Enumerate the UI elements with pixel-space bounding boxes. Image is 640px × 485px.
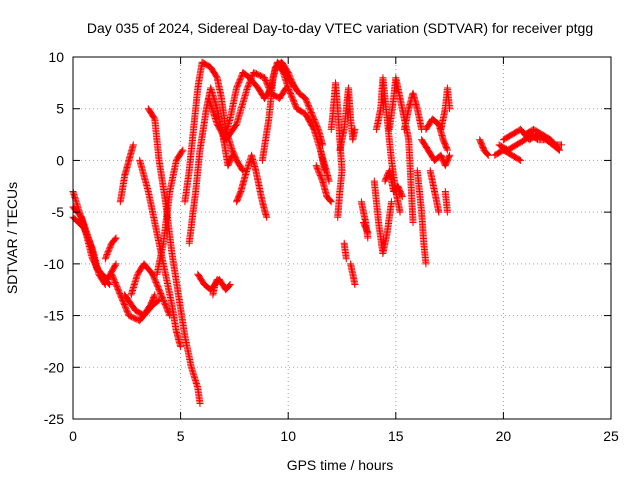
data-point-markers [340, 239, 350, 263]
data-point-markers [437, 84, 454, 133]
data-track [385, 74, 417, 226]
data-point-markers [136, 156, 185, 351]
x-tick-label: 5 [177, 428, 185, 444]
data-point-markers [400, 89, 426, 133]
x-tick-label: 0 [69, 428, 77, 444]
y-tick-label: -25 [44, 411, 64, 427]
data-track [437, 84, 454, 133]
x-axis-label: GPS time / hours [287, 457, 394, 473]
data-track [136, 156, 185, 351]
y-tick-label: 5 [56, 101, 64, 117]
data-point-markers [258, 58, 329, 175]
data-point-markers [385, 74, 417, 226]
data-track [209, 275, 221, 299]
data-point-markers [317, 146, 333, 185]
data-point-markers [336, 84, 359, 154]
y-tick-label: 0 [56, 152, 64, 168]
data-point-markers [209, 275, 221, 299]
data-point-markers [491, 146, 525, 164]
data-track [476, 136, 492, 159]
data-point-markers [357, 198, 372, 242]
data-track [233, 151, 271, 221]
data-point-markers [233, 151, 271, 221]
data-track [381, 167, 406, 201]
data-point-markers [127, 260, 174, 320]
data-track [347, 260, 359, 288]
data-point-markers [381, 167, 406, 201]
data-track [153, 146, 187, 278]
data-point-markers [181, 58, 247, 206]
chart-title: Day 035 of 2024, Sidereal Day-to-day VTE… [87, 20, 593, 36]
data-track [372, 74, 404, 216]
data-point-markers [121, 291, 163, 320]
y-tick-label: -5 [52, 204, 65, 220]
data-point-markers [476, 136, 492, 159]
data-track [426, 167, 443, 216]
data-track [276, 63, 327, 149]
data-track [181, 58, 247, 206]
data-point-markers [441, 188, 451, 216]
data-point-markers [276, 63, 327, 149]
data-track [121, 291, 163, 320]
x-tick-label: 10 [280, 428, 296, 444]
data-point-markers [347, 260, 359, 288]
data-point-markers [101, 234, 120, 263]
data-track [521, 125, 563, 154]
data-layer [69, 58, 565, 407]
x-tick-label: 25 [603, 428, 619, 444]
x-tick-label: 15 [388, 428, 404, 444]
data-track [413, 167, 430, 268]
data-track [400, 89, 426, 133]
data-track [317, 146, 333, 185]
data-point-markers [153, 146, 187, 278]
data-point-markers [312, 162, 335, 206]
y-tick-label: 10 [48, 49, 64, 65]
data-point-markers [144, 105, 204, 407]
data-track [101, 234, 120, 263]
data-track [336, 84, 359, 154]
data-track [418, 136, 454, 170]
y-axis-label: SDTVAR / TECUs [4, 182, 20, 294]
data-track [258, 58, 329, 175]
data-track [312, 162, 335, 206]
data-track [340, 239, 350, 263]
data-track [491, 146, 525, 164]
tick-layer: 0 5 10 15 20 25 -25 -20 -15 -10 -5 0 5 10 [44, 49, 619, 444]
data-track [116, 141, 137, 206]
y-tick-label: -10 [44, 256, 64, 272]
data-point-markers [521, 125, 563, 154]
y-tick-label: -20 [44, 359, 64, 375]
data-point-markers [370, 177, 395, 257]
y-tick-label: -15 [44, 308, 64, 324]
data-point-markers [418, 136, 454, 170]
data-track [370, 177, 395, 257]
data-point-markers [413, 167, 430, 268]
data-point-markers [116, 141, 137, 206]
data-point-markers [426, 167, 443, 216]
data-track [357, 198, 372, 242]
data-track [441, 188, 451, 216]
data-track [127, 260, 174, 320]
plot-frame [72, 56, 612, 420]
x-tick-label: 20 [496, 428, 512, 444]
data-point-markers [372, 74, 404, 216]
data-track [144, 105, 204, 407]
